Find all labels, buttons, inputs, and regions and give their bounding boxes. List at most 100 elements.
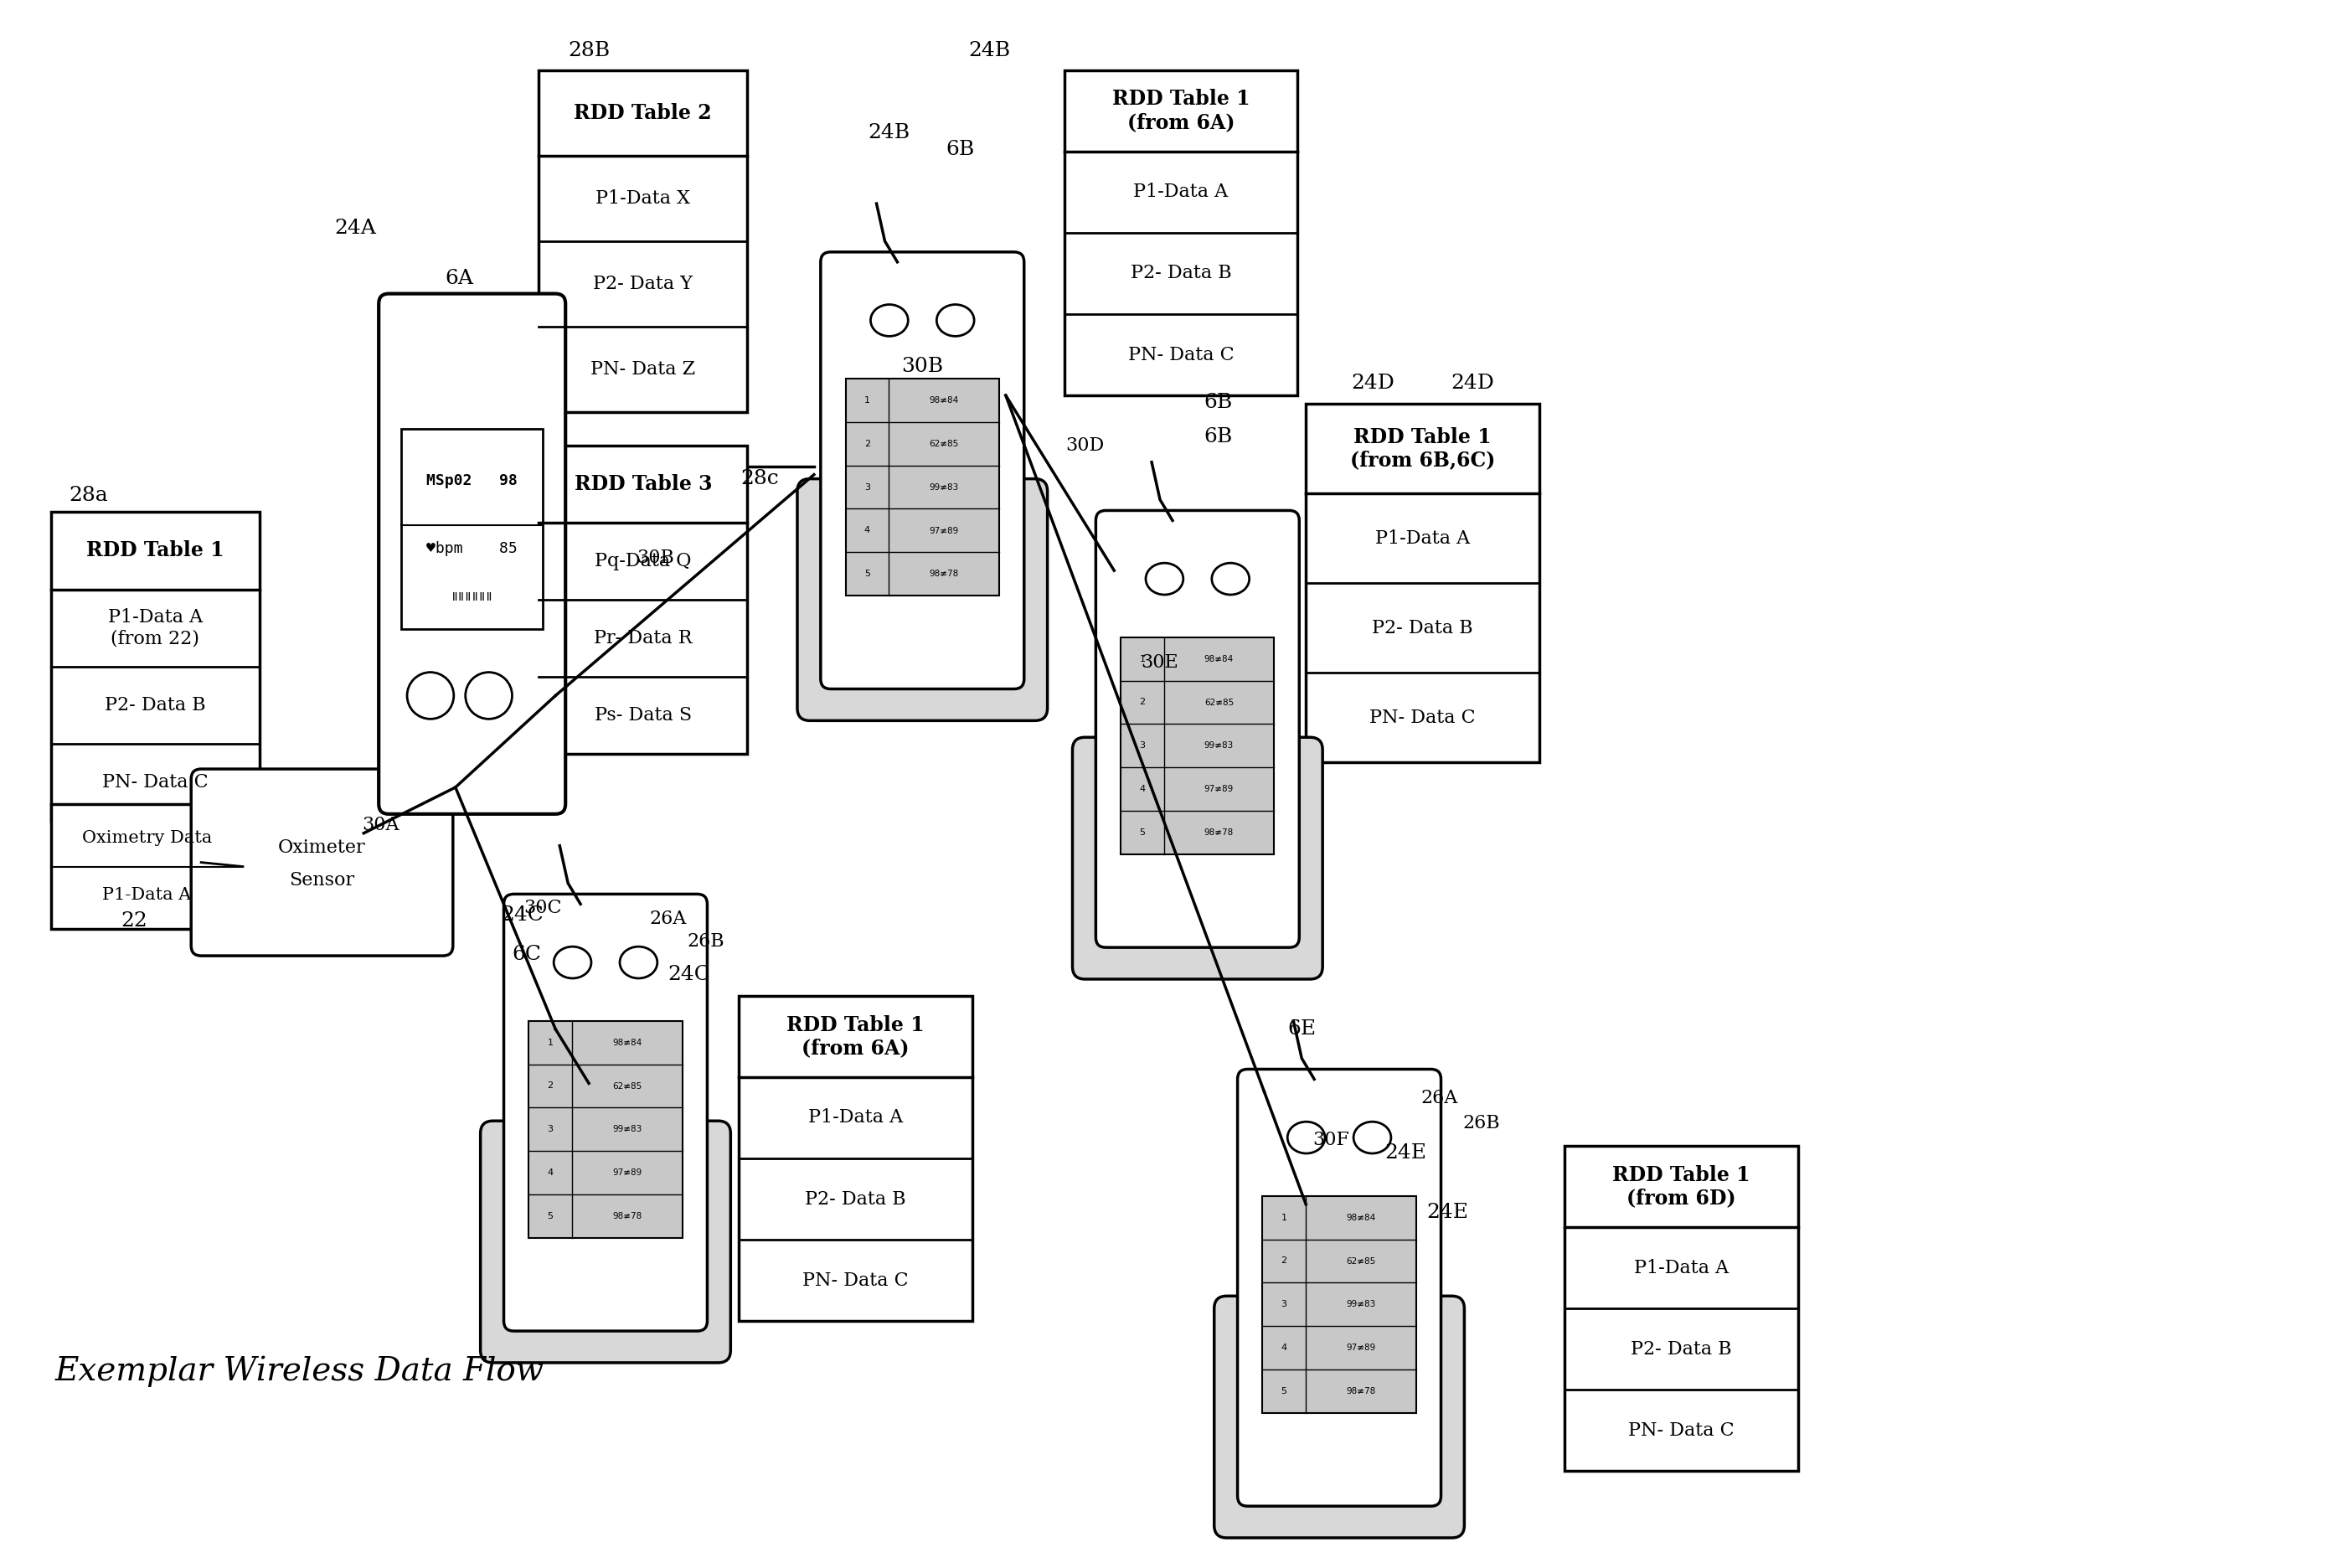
Text: 24C: 24C [669, 966, 711, 985]
Text: Sensor: Sensor [289, 872, 354, 891]
Text: 97≢89: 97≢89 [613, 1168, 641, 1176]
Text: MSp02   98: MSp02 98 [426, 474, 517, 488]
Text: P1-Data A: P1-Data A [1132, 183, 1228, 201]
FancyBboxPatch shape [191, 768, 452, 956]
Text: 98≢84: 98≢84 [613, 1038, 641, 1047]
Ellipse shape [1212, 563, 1249, 594]
Text: 99≢83: 99≢83 [930, 483, 958, 491]
Text: 1: 1 [1282, 1214, 1286, 1221]
Ellipse shape [1288, 1121, 1326, 1154]
Text: 98≢84: 98≢84 [930, 397, 958, 405]
Text: Oximeter: Oximeter [277, 839, 366, 856]
Ellipse shape [1146, 563, 1184, 594]
Text: Exemplar Wireless Data Flow: Exemplar Wireless Data Flow [56, 1355, 545, 1386]
Text: 30B: 30B [636, 549, 673, 568]
Text: 22: 22 [121, 911, 147, 930]
Text: PN- Data C: PN- Data C [103, 773, 207, 792]
Text: RDD Table 1
(from 6A): RDD Table 1 (from 6A) [1111, 89, 1249, 133]
Text: ǁǁǁǁǁǁ: ǁǁǁǁǁǁ [452, 591, 494, 602]
Text: 24B: 24B [869, 124, 911, 143]
Text: 6B: 6B [946, 140, 974, 158]
Text: 6B: 6B [1205, 428, 1233, 447]
Ellipse shape [620, 947, 657, 978]
Text: 6C: 6C [513, 944, 541, 964]
Text: 4: 4 [1282, 1344, 1286, 1352]
Text: P2- Data B: P2- Data B [806, 1190, 906, 1209]
Text: 62≢85: 62≢85 [1205, 698, 1235, 707]
Text: Oximetry Data: Oximetry Data [82, 829, 212, 845]
Bar [1305, 403, 1540, 762]
Text: PN- Data C: PN- Data C [1128, 345, 1235, 364]
Text: P2- Data B: P2- Data B [1130, 265, 1230, 282]
Text: RDD Table 1
(from 6A): RDD Table 1 (from 6A) [788, 1014, 925, 1058]
Text: RDD Table 1: RDD Table 1 [86, 541, 224, 561]
FancyBboxPatch shape [1095, 511, 1300, 947]
FancyBboxPatch shape [1214, 1297, 1463, 1538]
Text: 30C: 30C [524, 898, 562, 917]
Text: 2: 2 [1139, 698, 1146, 707]
Bar [538, 71, 748, 412]
Text: RDD Table 1
(from 6B,6C): RDD Table 1 (from 6B,6C) [1349, 426, 1496, 470]
Text: 6A: 6A [445, 270, 473, 289]
Text: 98≢84: 98≢84 [1347, 1214, 1375, 1221]
Circle shape [408, 673, 454, 720]
Text: P2- Data Y: P2- Data Y [594, 274, 692, 293]
Text: 98≢78: 98≢78 [930, 569, 958, 579]
Text: 28B: 28B [569, 41, 610, 61]
FancyBboxPatch shape [480, 1121, 732, 1363]
Text: 2: 2 [548, 1082, 552, 1090]
Text: P2- Data B: P2- Data B [1372, 619, 1473, 637]
Text: Pr- Data R: Pr- Data R [594, 629, 692, 648]
Text: P1-Data X: P1-Data X [596, 190, 690, 207]
Bar [401, 428, 543, 629]
Text: 97≢89: 97≢89 [1205, 786, 1235, 793]
Text: 24E: 24E [1384, 1143, 1426, 1162]
Bar [51, 804, 242, 930]
Bar [51, 513, 259, 820]
Text: P1-Data A: P1-Data A [809, 1109, 904, 1127]
Text: ♥bpm    85: ♥bpm 85 [426, 541, 517, 557]
Text: 6E: 6E [1288, 1019, 1316, 1038]
Text: 26B: 26B [1463, 1115, 1501, 1132]
Text: P1-Data A: P1-Data A [1375, 528, 1470, 547]
Text: 24B: 24B [967, 41, 1011, 61]
Text: RDD Table 1
(from 6D): RDD Table 1 (from 6D) [1612, 1165, 1750, 1209]
Text: 30D: 30D [1065, 436, 1104, 455]
Text: 3: 3 [1139, 742, 1146, 750]
Text: 99≢83: 99≢83 [613, 1124, 641, 1134]
Text: 98≢78: 98≢78 [1205, 828, 1235, 837]
FancyBboxPatch shape [380, 293, 566, 814]
Circle shape [466, 673, 513, 720]
Text: 1: 1 [864, 397, 869, 405]
Bar [1121, 637, 1275, 855]
Bar [1065, 71, 1298, 395]
FancyBboxPatch shape [820, 252, 1025, 688]
Text: 97≢89: 97≢89 [930, 527, 958, 535]
Ellipse shape [555, 947, 592, 978]
Text: 24D: 24D [1351, 373, 1393, 392]
Text: 98≢78: 98≢78 [1347, 1386, 1375, 1396]
Text: 26A: 26A [650, 909, 687, 928]
Text: 5: 5 [864, 569, 869, 579]
Text: 2: 2 [1282, 1258, 1286, 1265]
Text: 98≢84: 98≢84 [1205, 655, 1235, 663]
FancyBboxPatch shape [797, 478, 1048, 721]
Text: 1: 1 [1139, 655, 1146, 663]
FancyBboxPatch shape [503, 894, 708, 1331]
Text: 99≢83: 99≢83 [1205, 742, 1235, 750]
Text: 24D: 24D [1452, 373, 1494, 392]
FancyBboxPatch shape [1237, 1069, 1440, 1507]
Text: 3: 3 [548, 1124, 552, 1134]
Text: 62≢85: 62≢85 [930, 439, 958, 448]
Text: P1-Data A: P1-Data A [1633, 1259, 1729, 1276]
FancyBboxPatch shape [1072, 737, 1323, 978]
Text: RDD Table 2: RDD Table 2 [573, 103, 713, 122]
Text: 97≢89: 97≢89 [1347, 1344, 1375, 1352]
Text: PN- Data Z: PN- Data Z [589, 361, 694, 378]
Text: Ps- Data S: Ps- Data S [594, 706, 692, 724]
Text: 4: 4 [1139, 786, 1146, 793]
Text: 4: 4 [864, 527, 869, 535]
Text: 5: 5 [1139, 828, 1146, 837]
Text: 3: 3 [864, 483, 869, 491]
Text: P2- Data B: P2- Data B [1631, 1341, 1731, 1358]
